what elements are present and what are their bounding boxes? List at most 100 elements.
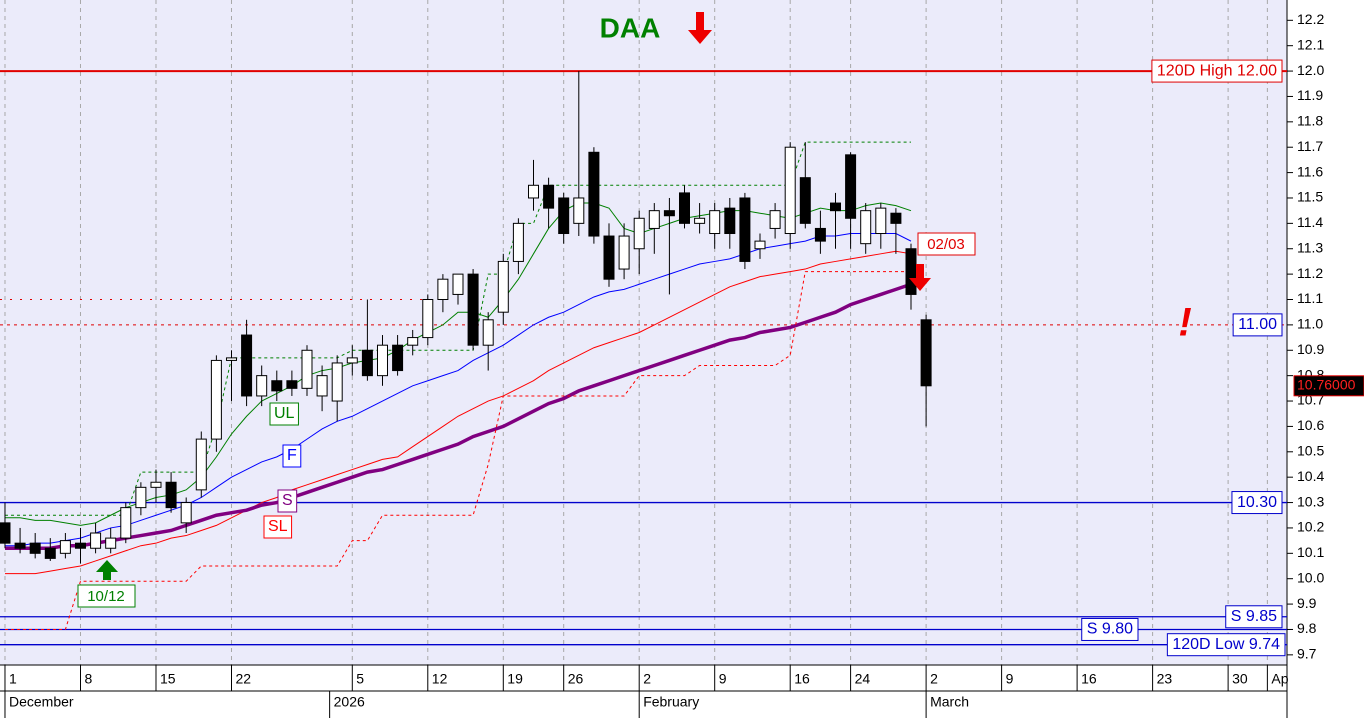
candle-body <box>663 210 675 217</box>
y-tick-label: 10.5 <box>1297 442 1324 458</box>
series-tag: UL <box>269 402 299 426</box>
y-tick-label: 10.6 <box>1297 417 1324 433</box>
y-tick-label: 10.2 <box>1297 519 1324 535</box>
series-box <box>277 489 298 513</box>
candle-body <box>256 375 268 397</box>
series-label: SL <box>268 518 288 535</box>
x-tick-label: 16 <box>1081 671 1097 687</box>
candle-body <box>361 349 373 377</box>
channel-line <box>4 271 912 630</box>
date-label: 02/03 <box>927 236 965 253</box>
indicator-line <box>4 250 912 575</box>
candle-body <box>452 273 464 295</box>
candle-body <box>301 349 313 389</box>
series-tag: S <box>277 489 298 513</box>
down-arrow <box>909 264 931 291</box>
x-tick-label: 12 <box>432 671 448 687</box>
x-tick-label: 9 <box>1006 671 1014 687</box>
level-tag: S 9.85 <box>1225 605 1283 629</box>
date-box <box>917 232 976 256</box>
candle-body <box>241 334 253 397</box>
series-box <box>282 444 302 468</box>
y-axis-panel <box>1287 0 1364 718</box>
y-tick-label: 11.6 <box>1297 163 1323 179</box>
candle-body <box>14 542 26 549</box>
up-arrow <box>96 560 118 580</box>
candle-body <box>678 192 690 224</box>
candle-body <box>860 210 872 245</box>
candle-body <box>543 184 555 209</box>
candle-body <box>618 235 630 270</box>
level-tag: 10.30 <box>1231 491 1283 515</box>
y-tick-label: 10.1 <box>1297 544 1324 560</box>
candle-body <box>754 240 766 250</box>
candle-body <box>482 319 494 346</box>
month-label: December <box>9 694 74 710</box>
y-tick-label: 9.9 <box>1297 595 1317 611</box>
candle-body <box>603 235 615 280</box>
indicator-line <box>4 282 912 550</box>
level-box <box>1081 617 1139 641</box>
level-tag: 120D Low 9.74 <box>1166 633 1286 657</box>
candle-body <box>633 217 645 250</box>
date-label: 10/12 <box>87 588 125 605</box>
candle-body <box>497 260 509 313</box>
x-tick-label: 26 <box>568 671 584 687</box>
candle-body <box>180 502 192 524</box>
candle-body <box>799 177 811 224</box>
x-tick-label: 8 <box>84 671 92 687</box>
alert-mark: ! <box>1178 301 1191 345</box>
y-tick-label: 11.5 <box>1297 189 1323 205</box>
y-tick-label: 11.9 <box>1297 87 1323 103</box>
series-box <box>269 402 299 426</box>
series-tag: SL <box>263 515 293 539</box>
candle-body <box>225 357 237 361</box>
level-tag: 120D High 12.00 <box>1151 59 1283 83</box>
series-label: UL <box>274 405 295 422</box>
level-label: S 9.80 <box>1087 621 1133 638</box>
candle-body <box>739 197 751 262</box>
candle-body <box>120 507 132 539</box>
down-arrow <box>688 12 712 44</box>
level-label: S 9.85 <box>1231 608 1277 625</box>
x-tick-label: 23 <box>1157 671 1173 687</box>
level-label: 120D Low 9.74 <box>1172 636 1280 653</box>
candle-body <box>769 210 781 229</box>
candle-body <box>74 542 86 549</box>
x-tick-label: 2 <box>643 671 651 687</box>
candle-body <box>920 319 932 387</box>
candle-body <box>527 184 539 199</box>
y-tick-label: 10.3 <box>1297 493 1324 509</box>
candle-body <box>875 207 887 235</box>
candle-body <box>392 344 404 372</box>
level-tag: 11.00 <box>1232 313 1283 337</box>
candle-body <box>814 227 826 242</box>
x-tick-label: 15 <box>160 671 176 687</box>
candle-body <box>648 210 660 229</box>
month-label: February <box>643 694 699 710</box>
candle-body <box>331 362 343 402</box>
candle-body <box>845 154 857 219</box>
candle-body <box>709 210 721 235</box>
y-tick-label: 10.9 <box>1297 341 1324 357</box>
level-label: 120D High 12.00 <box>1157 62 1277 79</box>
x-tick-label: 1 <box>9 671 17 687</box>
candle-body <box>437 278 449 301</box>
candle-body <box>59 540 71 554</box>
candle-body <box>150 481 162 488</box>
candle-body <box>210 359 222 440</box>
x-tick-label: 2 <box>930 671 938 687</box>
month-label: March <box>930 694 969 710</box>
y-tick-label: 9.8 <box>1297 620 1317 636</box>
candle-body <box>105 537 117 549</box>
x-tick-label: 9 <box>719 671 727 687</box>
level-box <box>1166 633 1286 657</box>
candle-body <box>135 486 147 509</box>
x-tick-label: Ap <box>1271 671 1288 687</box>
candle-body <box>422 299 434 339</box>
level-box <box>1225 605 1283 629</box>
plot-area <box>0 0 1287 665</box>
y-tick-label: 11.1 <box>1297 290 1323 306</box>
